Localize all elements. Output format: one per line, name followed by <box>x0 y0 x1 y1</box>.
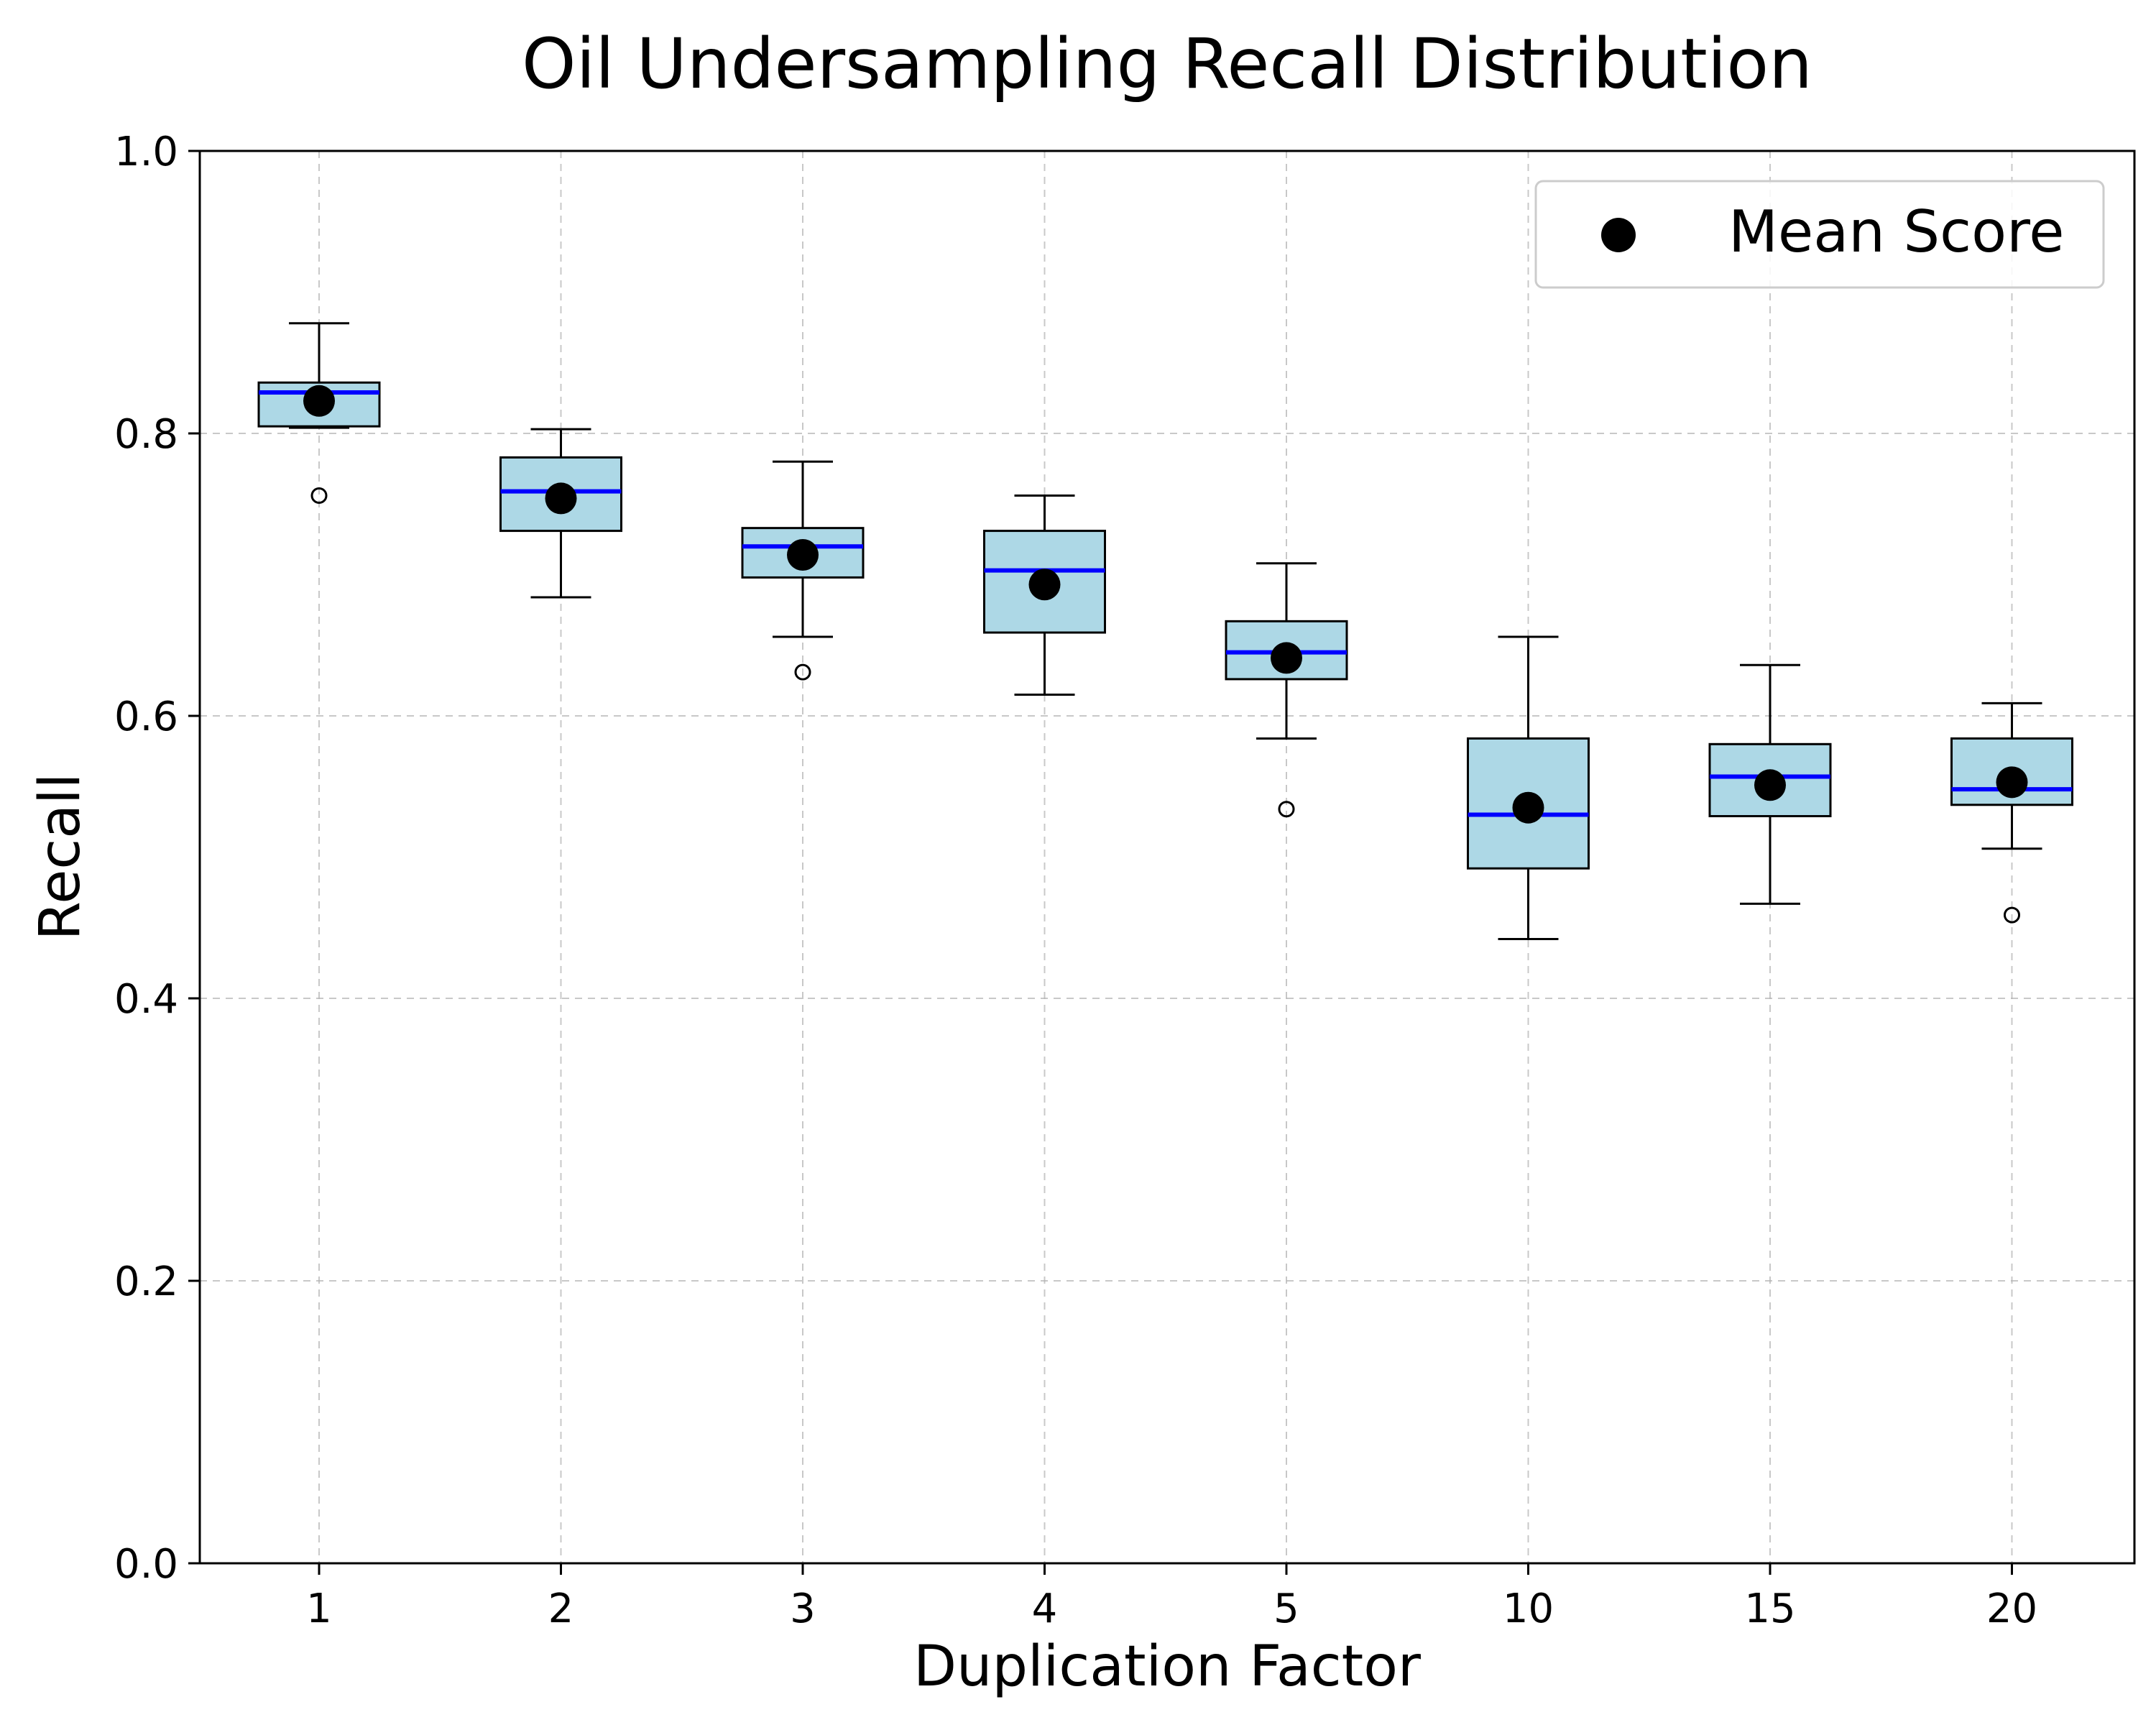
x-tick-label: 10 <box>1503 1586 1554 1632</box>
mean-marker <box>1028 569 1061 601</box>
x-axis-label: Duplication Factor <box>913 1634 1422 1699</box>
outlier-point <box>1278 801 1295 818</box>
box-group-10 <box>1467 635 1590 940</box>
chart-title: Oil Undersampling Recall Distribution <box>522 24 1812 104</box>
legend-frame <box>1534 180 2105 289</box>
plot-area-frame <box>198 150 2136 1565</box>
mean-marker <box>1271 642 1302 674</box>
legend-label-mean-score: Mean Score <box>1728 198 2064 265</box>
axis-ticks: 0.0 0.2 0.4 0.6 0.8 1.0 1 2 3 4 5 10 15 20 <box>114 129 2037 1632</box>
grid-lines <box>200 150 2134 1564</box>
legend: Mean Score <box>1534 180 2105 289</box>
box-group-3 <box>741 460 865 681</box>
y-tick-label: 0.8 <box>114 411 178 458</box>
mean-marker <box>1754 769 1786 801</box>
mean-marker <box>787 538 819 571</box>
box-group-15 <box>1708 663 1832 905</box>
outlier-point <box>310 487 328 504</box>
box-group-20 <box>1950 702 2073 924</box>
mean-marker <box>1996 766 2028 799</box>
y-tick-label: 1.0 <box>114 129 178 175</box>
x-tick-label: 5 <box>1273 1586 1299 1632</box>
box-group-2 <box>499 428 622 599</box>
x-tick-label: 4 <box>1032 1586 1058 1632</box>
y-tick-label: 0.4 <box>114 976 178 1023</box>
x-tick-label: 1 <box>306 1586 332 1632</box>
x-tick-label: 3 <box>790 1586 816 1632</box>
outlier-point <box>2004 906 2020 924</box>
box-group-5 <box>1225 562 1348 818</box>
mean-marker <box>1512 791 1544 824</box>
box-group-4 <box>983 494 1106 696</box>
box-group-1 <box>257 322 381 504</box>
y-tick-label: 0.6 <box>114 694 178 740</box>
x-tick-label: 15 <box>1744 1586 1795 1632</box>
y-axis-label: Recall <box>28 773 93 941</box>
y-tick-label: 0.2 <box>114 1259 178 1305</box>
x-tick-label: 2 <box>548 1586 574 1632</box>
mean-marker <box>303 385 335 417</box>
outlier-point <box>794 663 811 681</box>
box-series <box>257 322 2073 940</box>
y-tick-label: 0.0 <box>114 1541 178 1588</box>
mean-marker <box>545 482 577 515</box>
x-tick-label: 20 <box>1986 1586 2037 1632</box>
legend-mean-marker <box>1601 218 1636 252</box>
